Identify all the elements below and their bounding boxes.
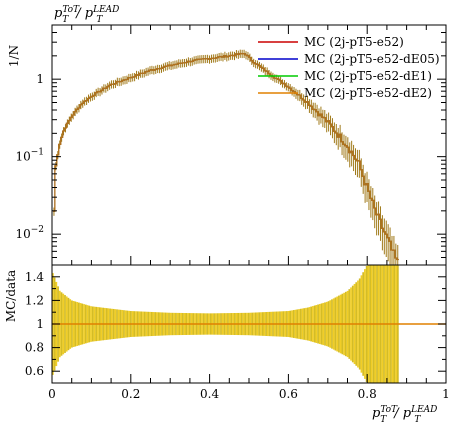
plot-title: pToT T / pLEAD T — [54, 5, 119, 25]
main-yticks: 10−2 10−1 1 — [15, 24, 446, 266]
main-ylabel: 1/N — [7, 45, 21, 67]
series-line-overlay — [53, 52, 399, 261]
ratio-y-tick-label: 0.6 — [25, 364, 44, 378]
x-tick-label: 0 — [48, 387, 56, 401]
y-tick-label: 10−2 — [15, 225, 44, 241]
x-axis-label: pToT T / pLEAD T — [372, 405, 437, 422]
ratio-xticks: 0 0.2 0.4 0.6 0.8 1 — [48, 25, 450, 401]
x-tick-label: 1 — [442, 387, 450, 401]
legend: MC (2j-pT5-e52) MC (2j-pT5-e52-dE05) MC (2… — [258, 35, 440, 100]
ratio-y-tick-label: 0.8 — [25, 341, 44, 355]
ratio-ylabel: MC/data — [4, 270, 18, 322]
ratio-panel: 0.6 0.8 1 1.2 1.4 0 0.2 0.4 0.6 0.8 1 MC/data pTo… — [4, 25, 450, 422]
ratio-y-tick-label: 1.2 — [25, 293, 44, 307]
main-panel: 10−2 10−1 1 pToT T / pLEAD T 1/N MC (2j-pT5-e… — [7, 5, 447, 266]
y-tick-label: 10−1 — [15, 148, 44, 164]
legend-label: MC (2j-pT5-e52-dE2) — [304, 86, 432, 100]
y-tick-label: 1 — [36, 72, 44, 86]
ratio-yticks: 0.6 0.8 1 1.2 1.4 — [25, 264, 446, 384]
legend-label: MC (2j-pT5-e52) — [304, 35, 404, 49]
series-line — [53, 53, 399, 260]
x-tick-label: 0.2 — [121, 387, 140, 401]
main-series-group — [53, 49, 399, 265]
x-tick-label: 0.6 — [279, 387, 298, 401]
ratio-y-tick-label: 1 — [36, 317, 44, 331]
series-line — [53, 53, 399, 260]
x-tick-label: 0.4 — [200, 387, 219, 401]
x-tick-label: 0.8 — [358, 387, 377, 401]
legend-label: MC (2j-pT5-e52-dE1) — [304, 69, 432, 83]
legend-label: MC (2j-pT5-e52-dE05) — [304, 52, 440, 66]
ratio-y-tick-label: 1.4 — [25, 270, 44, 284]
series-line — [53, 53, 399, 260]
series-line — [53, 53, 399, 260]
